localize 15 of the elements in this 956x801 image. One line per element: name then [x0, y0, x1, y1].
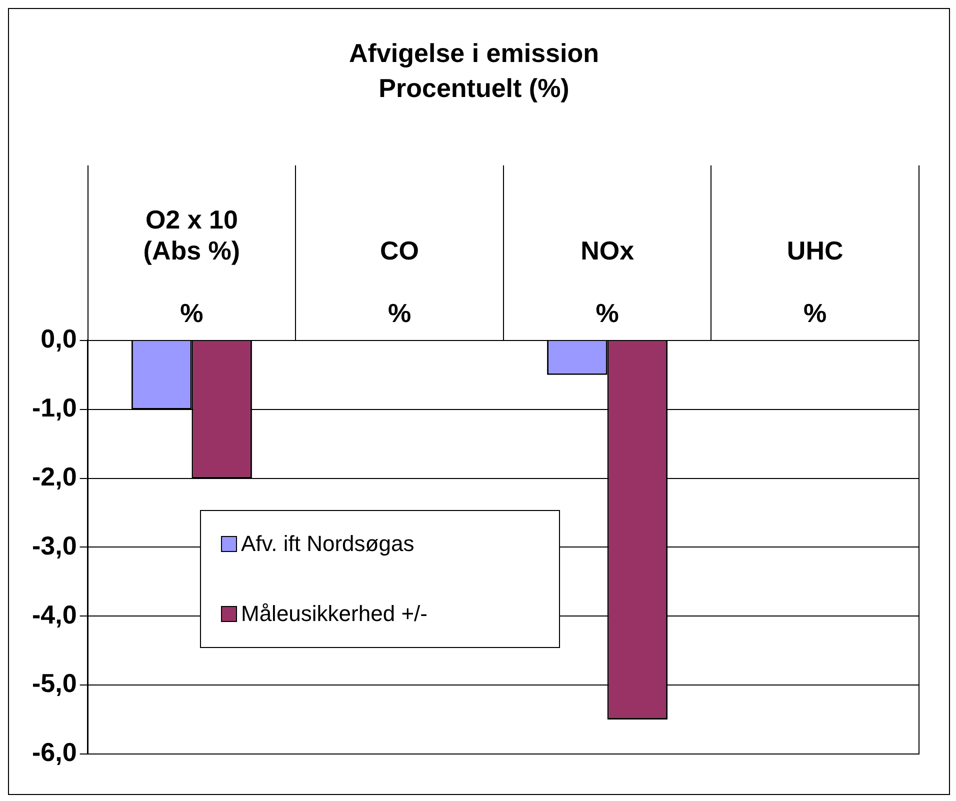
y-tick-label: 0,0: [40, 324, 77, 354]
category-label: O2 x 10 (Abs %) %: [143, 204, 240, 328]
category-label: UHC %: [786, 236, 844, 328]
category-label: CO %: [380, 236, 419, 328]
y-tick-label: -2,0: [32, 461, 77, 492]
legend-label: Måleusikkerhed +/-: [241, 600, 428, 627]
y-tick-label: -4,0: [32, 599, 77, 630]
chart-title: Afvigelse i emission: [349, 38, 599, 68]
y-tick-label: -3,0: [32, 530, 77, 560]
y-tick-label: -1,0: [32, 392, 77, 423]
y-tick-label: -5,0: [32, 668, 77, 698]
y-tick-label: -6,0: [32, 737, 77, 768]
chart-subtitle: Procentuelt (%): [378, 72, 570, 103]
category-label: NOx %: [580, 236, 634, 328]
legend-label: Afv. ift Nordsøgas: [241, 530, 414, 557]
